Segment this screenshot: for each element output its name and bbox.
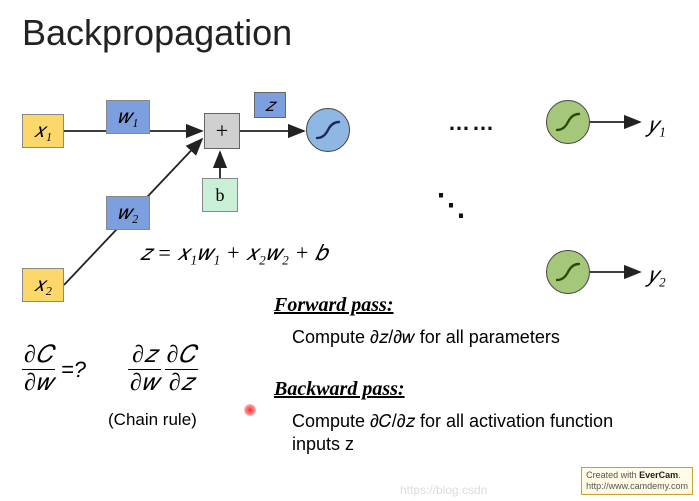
eq-question: =?	[61, 357, 86, 383]
frac-num: ∂𝐶	[165, 342, 198, 369]
frac-den: ∂𝑤	[22, 370, 55, 397]
frac-num: ∂𝐶	[22, 342, 55, 369]
arrows-layer	[0, 0, 699, 340]
node-b: b	[202, 178, 238, 212]
sigmoid-blue	[306, 108, 350, 152]
node-w2: 𝑤₂	[106, 196, 150, 230]
equation-chain: ∂𝑧 ∂𝑤 ∂𝐶 ∂𝑧	[128, 342, 198, 397]
equation-dCdw: ∂𝐶 ∂𝑤 =?	[22, 342, 86, 397]
equation-z: 𝑧 = 𝑥₁𝑤₁ + 𝑥₂𝑤₂ + 𝑏	[140, 240, 327, 266]
evercam-line1: Created with	[586, 470, 639, 480]
laser-pointer-icon	[244, 404, 256, 416]
ellipsis-diag: ⋱	[436, 188, 468, 223]
sigmoid-icon	[554, 108, 582, 136]
chain-rule-label: (Chain rule)	[108, 410, 197, 430]
label-y1: 𝑦₁	[648, 112, 666, 138]
node-w1: 𝑤₁	[106, 100, 150, 134]
sigmoid-icon	[314, 116, 342, 144]
node-x1: 𝑥₁	[22, 114, 64, 148]
evercam-line2: http://www.camdemy.com	[586, 481, 688, 492]
forward-pass-head: Forward pass:	[274, 294, 393, 317]
watermark: https://blog.csdn	[400, 483, 487, 497]
node-plus: +	[204, 113, 240, 149]
sigmoid-green-2	[546, 250, 590, 294]
backward-pass-head: Backward pass:	[274, 378, 405, 401]
ellipsis-h: ……	[448, 110, 496, 136]
evercam-badge: Created with EverCam. http://www.camdemy…	[581, 467, 693, 495]
frac-den: ∂𝑧	[167, 370, 195, 397]
label-y2: 𝑦₂	[648, 262, 666, 288]
frac-num: ∂𝑧	[130, 342, 158, 369]
forward-pass-body: Compute ∂𝑧/∂𝑤 for all parameters	[292, 326, 672, 349]
backward-pass-body: Compute ∂𝐶/∂𝑧 for all activation functio…	[292, 410, 662, 457]
label-z: 𝑧	[254, 92, 286, 118]
node-x2: 𝑥₂	[22, 268, 64, 302]
frac-den: ∂𝑤	[128, 370, 161, 397]
sigmoid-icon	[554, 258, 582, 286]
sigmoid-green-1	[546, 100, 590, 144]
